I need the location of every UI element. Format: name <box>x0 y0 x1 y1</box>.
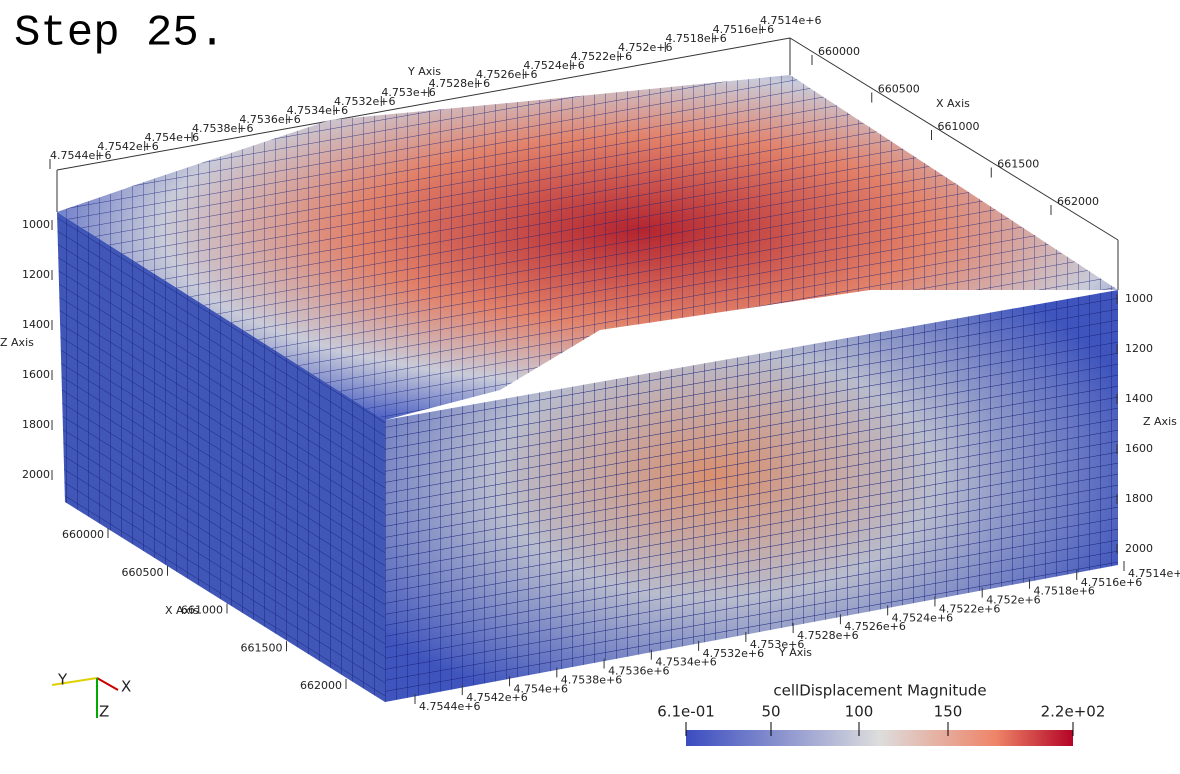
mesh-block <box>56 37 1119 702</box>
axis-tick-label: 662000 <box>300 679 342 692</box>
axis-tick-label: 4.7536e+6 <box>239 113 300 126</box>
axis-tick-label: 4.7534e+6 <box>287 104 348 117</box>
axis-tick-label: 1800 <box>1125 492 1153 505</box>
axis-tick-label: 4.7522e+6 <box>939 602 1000 615</box>
axis-tick-label: 4.7522e+6 <box>571 50 632 63</box>
axis-tick-label: 660000 <box>62 528 104 541</box>
axis-tick-label: 4.7528e+6 <box>797 629 858 642</box>
axis-tick-label: 4.752e+6 <box>618 41 672 54</box>
axis-tick-label: 4.7532e+6 <box>703 647 764 660</box>
axis-title: X Axis <box>936 97 970 110</box>
axis-tick-label: 4.7516e+6 <box>1081 576 1142 589</box>
axis-tick-label: 4.754e+6 <box>514 682 568 695</box>
axis-tick-label: 660500 <box>878 83 920 96</box>
axis-tick-label: 1200 <box>1125 342 1153 355</box>
axis-tick-label: 4.7544e+6 <box>419 700 480 713</box>
orient-y: Y <box>57 671 68 689</box>
axis-tick-label: 4.7542e+6 <box>466 691 527 704</box>
axis-tick-label: 661500 <box>241 641 283 654</box>
colorbar-label: 6.1e-01 <box>657 703 715 721</box>
axis-tick-label: 661500 <box>997 158 1039 171</box>
axis-tick-label: 660000 <box>818 45 860 58</box>
axis-tick-label: 1600 <box>22 368 50 381</box>
axis-tick-label: 4.7516e+6 <box>713 23 774 36</box>
axis-tick-label: 2000 <box>1125 542 1153 555</box>
axis-tick-label: 661000 <box>938 120 980 133</box>
axis-tick-label: 4.752e+6 <box>986 594 1040 607</box>
axis-tick-label: 4.7526e+6 <box>476 68 537 81</box>
axis-title: Y Axis <box>407 65 441 78</box>
axis-tick-label: 4.7538e+6 <box>192 122 253 135</box>
axis-tick-label: 4.754e+6 <box>145 131 199 144</box>
axis-tick-label: 4.753e+6 <box>381 86 435 99</box>
axis-tick-label: 1000 <box>22 218 50 231</box>
axis-tick-label: 662000 <box>1057 195 1099 208</box>
orient-x: X <box>121 678 131 696</box>
axis-tick-label: 4.7528e+6 <box>429 77 490 90</box>
axis-tick-label: 1200 <box>22 268 50 281</box>
axis-tick-label: 4.7524e+6 <box>892 611 953 624</box>
axis-tick-label: 4.7514e+6 <box>760 14 821 27</box>
axis-tick-label: 1400 <box>22 318 50 331</box>
color-bar: cellDisplacement Magnitude 6.1e-01 50 100 1… <box>657 682 1106 746</box>
axis-tick-label: 1000 <box>1125 292 1153 305</box>
orient-z: Z <box>99 703 109 721</box>
axis-tick-label: 4.7514e+6 <box>1128 567 1180 580</box>
axis-title: Y Axis <box>778 646 812 659</box>
axis-title: Z Axis <box>1143 415 1177 428</box>
axis-tick-label: 4.7518e+6 <box>665 32 726 45</box>
colorbar-label: 50 <box>761 703 780 721</box>
axis-tick-label: 4.7526e+6 <box>844 620 905 633</box>
step-title: Step 25. <box>14 9 225 59</box>
axis-title: Z Axis <box>0 336 34 349</box>
colorbar-label: 2.2e+02 <box>1041 703 1106 721</box>
axis-tick-label: 4.7536e+6 <box>608 665 669 678</box>
axis-tick-label: 4.7524e+6 <box>523 59 584 72</box>
colorbar-label: 100 <box>845 703 874 721</box>
axis-tick-label: 1800 <box>22 418 50 431</box>
axis-tick-label: 4.7544e+6 <box>50 149 111 162</box>
axis-tick-label: 4.7538e+6 <box>561 673 622 686</box>
axis-tick-label: 4.753e+6 <box>750 638 804 651</box>
axis-tick-label: 660500 <box>122 566 164 579</box>
orientation-axes: Y X Z <box>51 671 131 721</box>
colorbar-title: cellDisplacement Magnitude <box>773 682 986 700</box>
axis-tick-label: 4.7518e+6 <box>1033 585 1094 598</box>
axis-tick-label: 1400 <box>1125 392 1153 405</box>
axis-tick-label: 661000 <box>181 604 223 617</box>
colorbar-label: 150 <box>934 703 963 721</box>
axis-tick-label: 2000 <box>22 468 50 481</box>
axis-tick-label: 4.7534e+6 <box>655 656 716 669</box>
axis-tick-label: 4.7532e+6 <box>334 95 395 108</box>
axis-title: X Axis <box>165 604 199 617</box>
axis-tick-label: 4.7542e+6 <box>97 140 158 153</box>
axis-tick-label: 1600 <box>1125 442 1153 455</box>
colorbar-gradient <box>686 730 1073 746</box>
